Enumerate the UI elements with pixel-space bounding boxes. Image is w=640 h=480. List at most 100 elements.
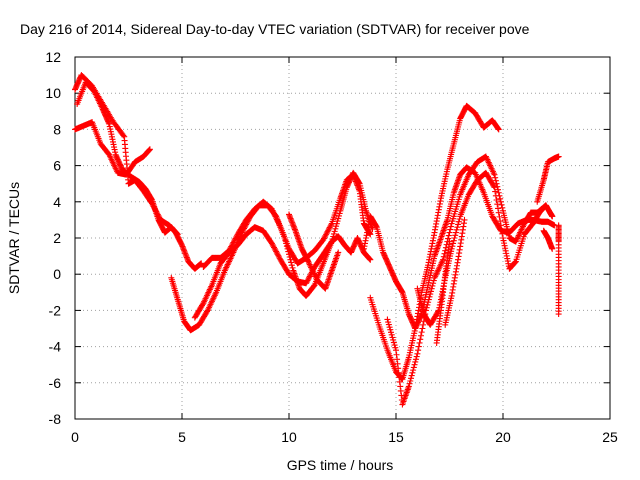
data-point-track-10: [497, 195, 504, 202]
data-point-track-6: [303, 278, 310, 285]
y-tick-label: 0: [53, 266, 61, 282]
y-tick-label: 8: [53, 121, 61, 137]
data-point-track-10: [411, 361, 418, 368]
x-tick-label: 5: [178, 429, 186, 445]
data-point-track-11: [450, 237, 457, 244]
data-point-track-10: [410, 367, 417, 374]
data-point-track-10: [495, 189, 502, 196]
x-axis-title: GPS time / hours: [287, 457, 394, 473]
data-point-track-10: [405, 383, 412, 390]
data-point-track-11: [549, 213, 556, 220]
data-point-track-6: [269, 241, 276, 248]
data-point-track-6: [305, 274, 312, 281]
data-point-track-10: [441, 250, 448, 257]
data-point-track-5: [325, 227, 332, 234]
data-point-track-11: [450, 240, 457, 247]
data-point-track-5: [327, 223, 334, 230]
data-point-track-10: [413, 353, 420, 360]
data-point-track-6: [271, 244, 278, 251]
x-tick-label: 15: [388, 429, 404, 445]
data-point-track-4: [332, 225, 339, 232]
data-point-track-2: [146, 146, 153, 153]
y-tick-label: 2: [53, 230, 61, 246]
data-point-track-10: [492, 174, 499, 181]
data-point-track-10: [415, 347, 422, 354]
data-point-track-11: [449, 243, 456, 250]
data-point-track-10: [417, 332, 424, 339]
data-point-track-10: [387, 326, 394, 333]
data-point-track-11: [490, 183, 497, 190]
data-point-track-11: [499, 230, 506, 237]
data-point-track-15: [549, 245, 556, 252]
data-point-track-5: [231, 238, 238, 245]
data-point-track-10: [414, 350, 421, 357]
data-point-track-10: [415, 343, 422, 350]
y-tick-label: -8: [49, 411, 62, 427]
data-point-track-10: [445, 235, 452, 242]
data-point-track-5: [232, 235, 239, 242]
data-point-track-6: [272, 247, 279, 254]
data-point-track-7: [335, 249, 342, 256]
data-point-track-6: [270, 243, 277, 250]
data-point-track-11: [491, 184, 498, 191]
data-point-track-14: [555, 153, 562, 160]
y-tick-label: 12: [45, 49, 61, 65]
data-point-track-10: [386, 324, 393, 331]
data-point-track-11: [453, 226, 460, 233]
data-point-track-5: [230, 239, 237, 246]
data-point-track-10: [417, 336, 424, 343]
data-point-track-6: [273, 249, 280, 256]
data-point-track-10: [388, 329, 395, 336]
data-point-track-5: [323, 231, 330, 238]
data-point-track-9: [495, 126, 502, 133]
data-point-track-10: [424, 301, 431, 308]
data-point-track-10: [499, 204, 506, 211]
data-point-track-6: [273, 248, 280, 255]
data-point-track-10: [385, 321, 392, 328]
data-point-track-10: [446, 229, 453, 236]
data-point-track-10: [427, 288, 434, 295]
data-point-track-11: [498, 226, 505, 233]
data-point-track-5: [326, 224, 333, 231]
data-point-track-6: [276, 254, 283, 261]
data-point-isolated: [555, 311, 562, 318]
data-point-track-11: [456, 215, 463, 222]
data-point-track-4: [335, 215, 342, 222]
data-marks: [72, 72, 562, 408]
data-point-track-5: [321, 234, 328, 241]
data-point-track-6: [275, 252, 282, 259]
data-point-track-4: [289, 264, 296, 271]
data-point-track-10: [426, 293, 433, 300]
data-point-track-5: [233, 232, 240, 239]
data-point-track-5: [328, 221, 335, 228]
data-point-track-10: [429, 282, 436, 289]
data-point-track-11: [497, 218, 504, 225]
data-point-track-10: [440, 256, 447, 263]
data-point-track-10: [418, 329, 425, 336]
data-point-track-5: [320, 235, 327, 242]
data-point-track-10: [498, 201, 505, 208]
data-point-track-12: [446, 238, 453, 245]
data-point-track-10: [407, 375, 414, 382]
data-point-track-10: [384, 316, 391, 323]
y-tick-label: 6: [53, 158, 61, 174]
data-point-track-6: [305, 276, 312, 283]
data-point-track-1: [120, 132, 127, 139]
data-point-track-6: [304, 277, 311, 284]
data-point-track-5: [231, 236, 238, 243]
data-point-track-10: [445, 232, 452, 239]
data-point-track-11: [452, 229, 459, 236]
x-tick-label: 10: [281, 429, 297, 445]
data-point-track-6: [199, 301, 206, 308]
data-point-track-11: [497, 222, 504, 229]
data-point-track-5: [325, 225, 332, 232]
axis-ticks: 0 5 10 15 20 25 -8 -6 -4 -2 0 2 4 6 8 10 12: [45, 49, 618, 445]
y-tick-label: 4: [53, 194, 61, 210]
data-point-track-5: [233, 234, 240, 241]
data-point-track-10: [412, 358, 419, 365]
data-point-track-10: [392, 344, 399, 351]
data-point-track-10: [390, 339, 397, 346]
data-point-track-6: [271, 245, 278, 252]
data-point-track-4: [288, 259, 295, 266]
